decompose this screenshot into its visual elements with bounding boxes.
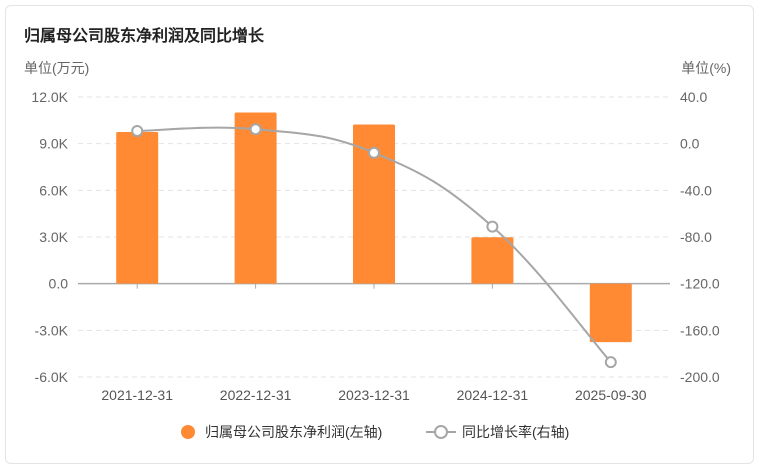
growth-point [604,356,617,369]
right-tick-label: -80.0 [680,229,712,245]
growth-point [131,124,144,137]
left-tick-label: 6.0K [39,182,68,198]
left-tick-label: 0.0 [49,276,69,292]
right-tick-label: -120.0 [680,276,720,292]
bar [471,237,514,284]
growth-line [137,126,612,363]
right-tick-label: -40.0 [680,182,712,198]
x-tick-label: 2022-12-31 [220,387,292,403]
legend-bar-label: 归属母公司股东净利润(左轴) [205,424,382,440]
x-tick-label: 2023-12-31 [338,387,410,403]
left-tick-label: 12.0K [31,89,68,105]
left-tick-label: 3.0K [39,229,68,245]
growth-point [486,220,499,233]
left-tick-label: -3.0K [35,322,69,338]
bar [589,283,632,343]
right-tick-label: -160.0 [680,322,720,338]
legend-bar-icon [181,425,195,439]
x-tick-label: 2025-09-30 [575,387,647,403]
right-tick-label: 40.0 [680,89,707,105]
bar [234,112,277,284]
right-tick-label: -200.0 [680,369,720,385]
x-tick-label: 2024-12-31 [457,387,529,403]
right-axis-label: 单位(%) [681,60,731,76]
bar [116,132,159,284]
x-tick-label: 2021-12-31 [101,387,173,403]
chart-title: 归属母公司股东净利润及同比增长 [24,28,265,45]
bar [353,124,395,284]
left-tick-label: 9.0K [39,136,68,152]
left-tick-label: -6.0K [35,369,69,385]
legend-line-label: 同比增长率(右轴) [462,424,569,440]
growth-point [249,123,262,136]
legend-line-marker [434,425,448,439]
right-tick-label: 0.0 [680,136,700,152]
growth-point [368,146,380,159]
left-axis-label: 单位(万元) [24,60,89,76]
